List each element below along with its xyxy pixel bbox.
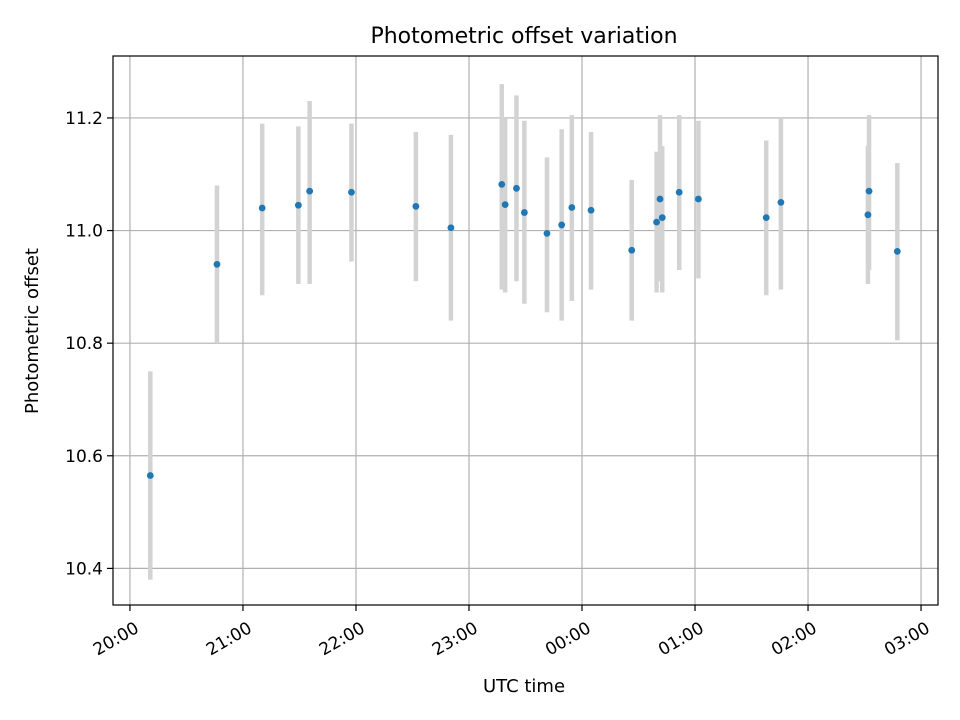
- data-point: [558, 221, 566, 229]
- y-tick-label: 10.6: [65, 447, 103, 467]
- grid: [113, 56, 938, 605]
- data-point: [656, 195, 664, 203]
- chart-title: Photometric offset variation: [370, 24, 677, 49]
- data-point: [258, 204, 266, 212]
- y-tick-label: 11.0: [65, 222, 103, 242]
- plot-frame: [112, 55, 939, 606]
- data-point: [501, 201, 509, 209]
- y-tick-label: 11.2: [65, 109, 103, 129]
- data-point: [294, 201, 302, 209]
- y-tick-label: 10.4: [65, 559, 103, 579]
- data-point: [865, 187, 873, 195]
- data-point: [675, 188, 683, 196]
- data-point: [587, 206, 595, 214]
- x-axis-label: UTC time: [483, 676, 565, 697]
- data-point: [864, 211, 872, 219]
- data-point: [777, 199, 785, 206]
- y-axis-label: Photometric offset: [22, 248, 43, 414]
- data-points: [146, 180, 901, 479]
- data-point: [513, 184, 520, 192]
- data-point: [306, 187, 314, 195]
- data-point: [653, 218, 660, 226]
- data-point: [543, 229, 551, 237]
- data-point: [146, 472, 154, 479]
- y-tick-label: 10.8: [65, 334, 103, 354]
- data-point: [628, 246, 636, 254]
- data-point: [498, 180, 506, 188]
- data-point: [412, 202, 420, 210]
- data-point: [695, 195, 702, 203]
- data-point: [213, 260, 221, 268]
- data-point: [520, 209, 528, 216]
- data-point: [447, 224, 455, 232]
- data-point: [762, 214, 770, 222]
- data-point: [568, 204, 576, 211]
- data-point: [348, 188, 355, 196]
- data-point: [893, 247, 901, 255]
- data-point: [658, 214, 666, 222]
